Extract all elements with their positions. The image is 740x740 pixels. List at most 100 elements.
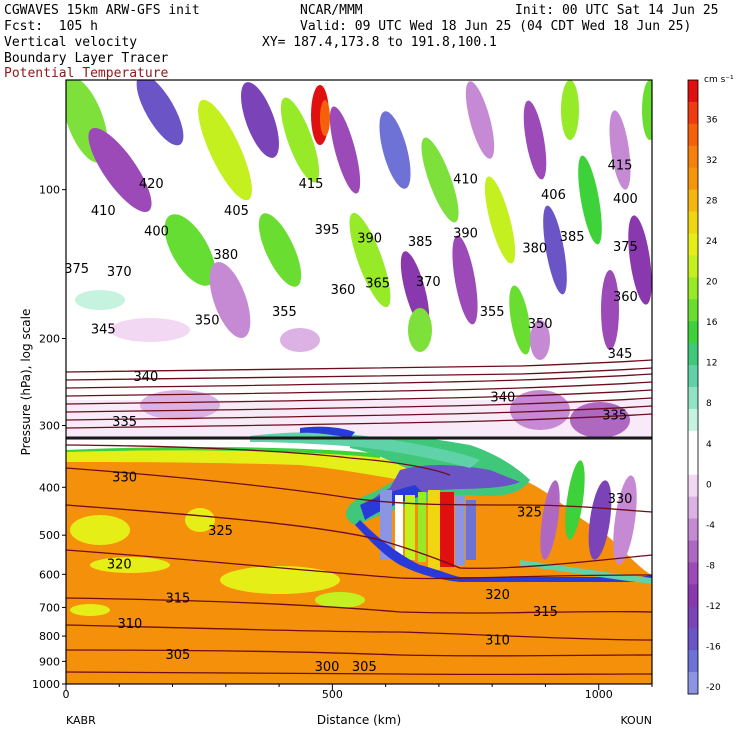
colorbar-tick-label: -12	[706, 602, 721, 612]
colorbar-tick-label: 16	[706, 318, 718, 328]
theta-label: 305	[352, 660, 377, 675]
colorbar-swatch	[688, 255, 698, 278]
colorbar-swatch	[688, 496, 698, 520]
colorbar-tick-label: -8	[706, 561, 715, 571]
theta-label: 315	[533, 605, 558, 620]
forecast-hour: Fcst: 105 h	[4, 19, 98, 34]
theta-label: 380	[213, 248, 238, 263]
theta-label: 410	[91, 204, 116, 219]
theta-label: 340	[490, 390, 515, 405]
theta-label: 320	[107, 557, 132, 572]
colorbar-unit: cm s⁻¹	[704, 75, 734, 85]
valid-time: Valid: 09 UTC Wed 18 Jun 25 (04 CDT Wed …	[300, 19, 692, 34]
y-tick-label: 700	[39, 601, 60, 614]
colorbar-swatch	[688, 145, 698, 169]
theta-label: 340	[133, 370, 158, 385]
y-tick-label: 500	[39, 529, 60, 542]
theta-label: 415	[608, 159, 633, 174]
theta-label: 415	[299, 177, 324, 192]
colorbar-tick-label: 28	[706, 197, 718, 207]
colorbar-swatch	[688, 452, 698, 476]
theta-label: 300	[315, 660, 340, 675]
theta-label: 390	[453, 226, 478, 241]
colorbar-swatch	[688, 233, 698, 256]
theta-label: 335	[602, 409, 627, 424]
field-boundary-layer-tracer: Boundary Layer Tracer	[4, 51, 169, 66]
theta-label: 320	[485, 588, 510, 603]
colorbar-swatch	[688, 430, 698, 454]
theta-label: 355	[480, 305, 505, 320]
theta-label: 310	[118, 617, 143, 632]
plot-field: 420 415 410 415 410 405 406 400 400 395 390 385 390 3…	[66, 80, 652, 684]
colorbar-swatch	[688, 80, 698, 103]
theta-label: 400	[613, 192, 638, 207]
y-tick-label: 300	[39, 420, 60, 433]
theta-label: 410	[453, 173, 478, 188]
field-potential-temperature: Potential Temperature	[4, 66, 169, 81]
theta-label: 345	[608, 347, 633, 362]
colorbar-swatch	[688, 540, 698, 563]
colorbar-swatch	[688, 387, 698, 410]
theta-label: 360	[331, 283, 356, 298]
theta-label: 355	[272, 305, 297, 320]
x-tick-label: 1000	[585, 688, 613, 701]
y-tick-label: 800	[39, 630, 60, 643]
theta-label: 325	[208, 524, 233, 539]
theta-label: 330	[112, 470, 137, 485]
colorbar-swatch	[688, 123, 698, 147]
station-right-label: KOUN	[620, 714, 652, 727]
org-label: NCAR/MMM	[300, 3, 363, 18]
theta-label: 315	[165, 591, 190, 606]
distance-axis: 0 500 1000	[63, 684, 653, 701]
theta-label: 406	[541, 188, 566, 203]
colorbar-tick-label: 8	[706, 399, 712, 409]
theta-contour-lines	[66, 359, 652, 676]
station-left-label: KABR	[66, 714, 96, 727]
colorbar-swatch	[688, 606, 698, 629]
theta-label: 385	[560, 230, 585, 245]
colorbar-frame	[687, 79, 699, 695]
theta-label: 395	[315, 223, 340, 238]
vertical-velocity-field	[66, 80, 652, 360]
field-vertical-velocity: Vertical velocity	[4, 35, 138, 50]
y-tick-label: 1000	[32, 678, 60, 691]
colorbar-tick-label: -20	[706, 683, 721, 693]
colorbar-swatch	[688, 211, 698, 234]
colorbar-tick-label: 20	[706, 278, 718, 288]
colorbar-swatch	[688, 408, 698, 432]
colorbar-swatch	[688, 518, 698, 541]
theta-label: 350	[195, 313, 220, 328]
y-tick-label: 600	[39, 568, 60, 581]
theta-label: 360	[613, 290, 638, 305]
theta-label: 305	[165, 648, 190, 663]
y-tick-label: 400	[39, 481, 60, 494]
init-time: Init: 00 UTC Sat 14 Jun 25	[515, 3, 719, 18]
colorbar-tick-label: 24	[706, 237, 718, 247]
theta-label: 345	[91, 323, 116, 338]
theta-label: 330	[608, 492, 633, 507]
colorbar-swatch	[688, 650, 698, 673]
colorbar-swatch	[688, 562, 698, 585]
colorbar-swatch	[688, 321, 698, 344]
colorbar-swatch	[688, 299, 698, 322]
colorbar-swatch	[688, 584, 698, 607]
colorbar-tick-label: 0	[706, 480, 712, 490]
theta-label: 390	[357, 232, 382, 247]
theta-label: 385	[408, 235, 433, 250]
theta-label: 335	[112, 415, 137, 430]
plot-frame	[65, 79, 653, 685]
colorbar-tick-label: 4	[706, 440, 712, 450]
x-tick-label: 0	[63, 688, 70, 701]
theta-label: 380	[522, 242, 547, 257]
colorbar-swatch	[688, 167, 698, 191]
tracer-region	[66, 451, 652, 684]
y-tick-label: 100	[39, 184, 60, 197]
colorbar: 36 32 28 24 20 16 12 8 4 0 -4 -8 -12 -16 -20	[687, 79, 721, 695]
colorbar-tick-label: -16	[706, 642, 721, 652]
x-tick-label: 500	[322, 688, 343, 701]
model-title: CGWAVES 15km ARW-GFS init	[4, 3, 200, 18]
theta-label: 310	[485, 633, 510, 648]
colorbar-swatch	[688, 189, 698, 213]
colorbar-swatch	[688, 277, 698, 300]
